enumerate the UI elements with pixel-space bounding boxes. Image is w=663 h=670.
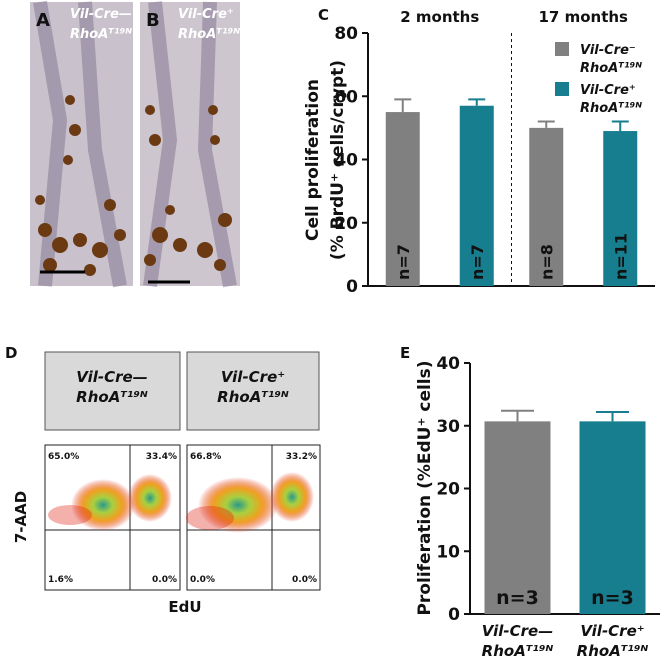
bar <box>529 127 564 286</box>
quadrant-label: 33.2% <box>286 452 317 462</box>
text-line: Vil-Cre⁺ <box>580 83 636 98</box>
value-label: n=8 <box>537 244 556 280</box>
text-line: RhoAᵀ¹⁹ᴺ <box>580 101 642 116</box>
y-tick-label: 80 <box>334 24 358 44</box>
quadrant-label: 1.6% <box>48 575 73 585</box>
y-tick-label: 20 <box>436 480 460 500</box>
histology-a <box>30 0 133 288</box>
value-label: n=3 <box>496 587 539 609</box>
y-tick-label: 40 <box>334 151 358 171</box>
genotype-label: Vil-Cre— RhoAᵀ¹⁹ᴺ <box>70 7 132 42</box>
value-label: n=7 <box>394 244 413 280</box>
value-label: n=3 <box>591 587 634 609</box>
quadrant-label: 33.4% <box>146 452 177 462</box>
bar <box>484 421 551 614</box>
panel-letter: A <box>36 10 50 31</box>
panel-letter: B <box>146 10 160 31</box>
quadrant-label: 0.0% <box>152 575 177 585</box>
histology-b <box>140 1 240 288</box>
category-label: Vil-Cre— RhoAᵀ¹⁹ᴺ <box>482 622 554 660</box>
text-line: RhoAᵀ¹⁹ᴺ <box>178 27 240 42</box>
quadrant-label: 0.0% <box>292 575 317 585</box>
axis-label: 7-AAD <box>12 491 30 543</box>
category-label: Vil-Cre⁺ RhoAᵀ¹⁹ᴺ <box>577 622 649 660</box>
axis-label: EdU <box>168 598 201 616</box>
panel-letter: C <box>318 6 329 24</box>
y-tick-label: 30 <box>436 417 460 437</box>
text-line: Vil-Cre⁺ <box>580 622 644 640</box>
y-tick-label: 0 <box>346 277 358 297</box>
y-axis-label: Cell proliferation <box>303 79 323 241</box>
text-line: RhoAᵀ¹⁹ᴺ <box>580 61 642 76</box>
text-line: Vil-Cre— <box>482 622 553 640</box>
quadrant-label: 65.0% <box>48 452 79 462</box>
bar <box>385 112 420 286</box>
value-label: n=7 <box>468 244 487 280</box>
y-tick-label: 40 <box>436 354 460 374</box>
y-tick-label: 20 <box>334 214 358 234</box>
category-label: 17 months <box>539 8 629 26</box>
bar <box>579 421 646 614</box>
bar <box>459 105 494 286</box>
legend-label: Vil-Cre⁻ RhoAᵀ¹⁹ᴺ <box>580 43 642 76</box>
y-tick-label: 0 <box>448 605 460 625</box>
text-line: RhoAᵀ¹⁹ᴺ <box>217 388 289 406</box>
quadrant-label: 0.0% <box>190 575 215 585</box>
text-line: RhoAᵀ¹⁹ᴺ <box>76 388 148 406</box>
value-label: n=11 <box>611 233 630 280</box>
panel-letter: E <box>400 344 410 362</box>
text-line: Vil-Cre⁻ <box>580 43 636 58</box>
text-line: Vil-Cre⁺ <box>221 368 285 386</box>
y-tick-label: 60 <box>334 87 358 107</box>
text-line: Vil-Cre⁺ <box>178 7 234 22</box>
y-axis-label: Proliferation (%EdU⁺ cells) <box>415 360 435 615</box>
legend-label: Vil-Cre⁺ RhoAᵀ¹⁹ᴺ <box>580 83 642 116</box>
text-line: RhoAᵀ¹⁹ᴺ <box>577 642 649 660</box>
quadrant-label: 66.8% <box>190 452 221 462</box>
y-tick-label: 10 <box>436 542 460 562</box>
legend-swatch <box>555 82 569 96</box>
bar <box>603 131 638 286</box>
legend-swatch <box>555 42 569 56</box>
genotype-label: Vil-Cre⁺ RhoAᵀ¹⁹ᴺ <box>178 7 240 42</box>
text-line: Vil-Cre— <box>70 7 132 22</box>
text-line: Vil-Cre— <box>76 368 147 386</box>
panel-letter: D <box>5 344 17 362</box>
flow-panel <box>44 351 321 591</box>
flow-header: Vil-Cre— RhoAᵀ¹⁹ᴺ <box>76 368 148 406</box>
category-label: 2 months <box>400 8 479 26</box>
text-line: RhoAᵀ¹⁹ᴺ <box>70 27 132 42</box>
flow-header: Vil-Cre⁺ RhoAᵀ¹⁹ᴺ <box>217 368 289 406</box>
text-line: RhoAᵀ¹⁹ᴺ <box>482 642 554 660</box>
y-axis-label: (% BrdU⁺ cells/crypt) <box>328 60 348 260</box>
